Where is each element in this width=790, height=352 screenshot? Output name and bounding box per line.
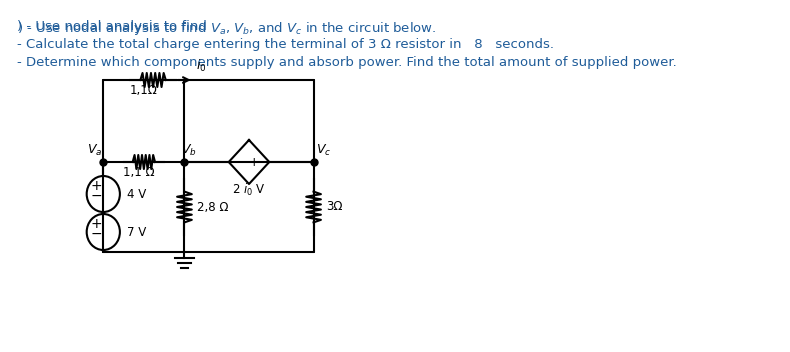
Text: 3Ω: 3Ω	[326, 201, 343, 214]
Text: +: +	[90, 217, 102, 231]
Text: $i_0$: $i_0$	[195, 58, 206, 74]
Text: −: −	[90, 189, 102, 203]
Text: 7 V: 7 V	[127, 226, 146, 239]
Text: $2\ i_0$ V: $2\ i_0$ V	[232, 182, 266, 198]
Text: −: −	[90, 227, 102, 241]
Text: $V_b$: $V_b$	[181, 143, 197, 158]
Text: $V_a$: $V_a$	[87, 143, 102, 158]
Text: ) - Use nodal analysis to find $V_a$, $V_b$, and $V_c$ in the circuit below.: ) - Use nodal analysis to find $V_a$, $V…	[17, 20, 436, 37]
Text: 1,1Ω: 1,1Ω	[130, 84, 158, 97]
Text: +: +	[90, 179, 102, 193]
Text: 1,1 Ω: 1,1 Ω	[123, 166, 155, 179]
Text: - Determine which components supply and absorb power. Find the total amount of s: - Determine which components supply and …	[17, 56, 676, 69]
Text: ) - Use nodal analysis to find: ) - Use nodal analysis to find	[17, 20, 211, 33]
Text: $V_c$: $V_c$	[316, 143, 332, 158]
Text: 2,8 Ω: 2,8 Ω	[198, 201, 229, 214]
Text: 4 V: 4 V	[127, 188, 146, 201]
Text: +: +	[248, 156, 259, 169]
Text: - Calculate the total charge entering the terminal of 3 Ω resistor in   8   seco: - Calculate the total charge entering th…	[17, 38, 554, 51]
